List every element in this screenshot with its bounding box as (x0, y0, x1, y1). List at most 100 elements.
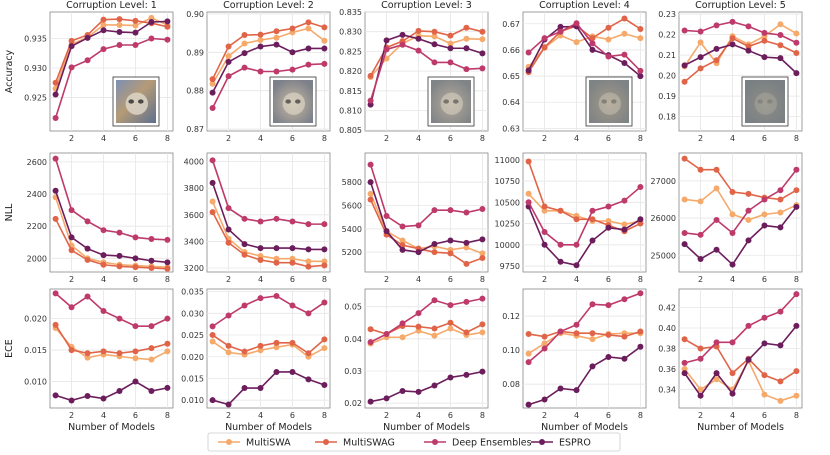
point-deep-ensembles (209, 323, 216, 330)
point-espro (761, 340, 768, 347)
x-tick-label: 6 (448, 134, 453, 143)
point-deep-ensembles (557, 328, 564, 335)
point-deep-ensembles (305, 310, 312, 317)
y-tick-label: 0.12 (502, 312, 520, 321)
y-tick-label: 0.925 (24, 93, 47, 102)
point-multiswa (681, 366, 688, 373)
point-multiswa (305, 25, 312, 32)
point-espro (681, 370, 688, 377)
point-espro (164, 18, 171, 25)
point-multiswag (777, 42, 784, 49)
point-multiswag (637, 220, 644, 227)
point-multiswag (697, 65, 704, 72)
point-deep-ensembles (399, 320, 406, 327)
point-espro (257, 245, 264, 252)
y-tick-label: 0.030 (181, 309, 204, 318)
point-multiswag (367, 326, 374, 333)
point-multiswa (621, 30, 628, 37)
y-tick-label: 0.20 (658, 72, 676, 81)
point-deep-ensembles (793, 39, 800, 46)
point-espro (697, 54, 704, 61)
x-tick-label: 8 (638, 411, 643, 420)
point-multiswa (777, 209, 784, 216)
point-multiswa (431, 33, 438, 40)
point-espro (241, 385, 248, 392)
point-multiswag (463, 329, 470, 336)
y-tick-label: 0.010 (181, 396, 204, 405)
point-deep-ensembles (761, 29, 768, 36)
point-multiswag (132, 348, 139, 355)
y-tick-label: 0.015 (181, 374, 204, 383)
point-deep-ensembles (225, 73, 232, 80)
point-deep-ensembles (305, 61, 312, 68)
point-deep-ensembles (621, 51, 628, 58)
y-tick-label: 3200 (184, 264, 204, 273)
point-deep-ensembles (605, 302, 612, 309)
point-deep-ensembles (383, 46, 390, 53)
point-deep-ensembles (605, 53, 612, 60)
point-multiswag (479, 321, 486, 328)
point-multiswag (148, 264, 155, 271)
point-espro (132, 378, 139, 385)
point-multiswag (305, 350, 312, 357)
panel-r2-c1: 2000 2200 2400 2600 2 4 6 8 (27, 152, 174, 284)
point-multiswa (605, 36, 612, 43)
point-deep-ensembles (777, 31, 784, 38)
point-multiswag (729, 35, 736, 42)
point-espro (745, 47, 752, 54)
point-espro (209, 397, 216, 404)
point-espro (415, 35, 422, 42)
point-deep-ensembles (447, 207, 454, 214)
point-multiswag (241, 32, 248, 39)
point-espro (525, 67, 532, 74)
x-tick-label: 4 (101, 134, 106, 143)
point-deep-ensembles (116, 315, 123, 322)
point-multiswag (713, 57, 720, 64)
y-tick-label: 9750 (500, 262, 520, 271)
x-tick-label: 6 (606, 134, 611, 143)
point-espro (52, 392, 59, 399)
point-multiswa (479, 36, 486, 43)
y-tick-label: 0.40 (658, 324, 676, 333)
x-tick-label: 6 (448, 411, 453, 420)
point-espro (321, 381, 328, 388)
point-deep-ensembles (68, 64, 75, 71)
x-tick-label: 4 (258, 134, 263, 143)
point-multiswa (761, 211, 768, 218)
point-espro (713, 246, 720, 253)
point-multiswa (209, 338, 216, 345)
point-deep-ensembles (745, 322, 752, 329)
point-deep-ensembles (605, 203, 612, 210)
point-multiswag (257, 342, 264, 349)
point-multiswag (289, 259, 296, 266)
point-multiswa (697, 386, 704, 393)
point-multiswag (541, 203, 548, 210)
y-tick-label: 5800 (342, 178, 362, 187)
point-multiswa (209, 198, 216, 205)
point-multiswag (479, 28, 486, 35)
x-tick-label: 4 (101, 275, 106, 284)
point-espro (697, 255, 704, 262)
point-deep-ensembles (415, 47, 422, 54)
point-espro (777, 342, 784, 349)
point-espro (273, 245, 280, 252)
point-deep-ensembles (431, 297, 438, 304)
point-multiswag (68, 37, 75, 44)
point-multiswag (399, 242, 406, 249)
point-espro (164, 384, 171, 391)
legend-frame (207, 432, 621, 452)
point-multiswag (241, 348, 248, 355)
point-multiswa (431, 332, 438, 339)
legend-label: Deep Ensembles (452, 438, 532, 449)
x-tick-label: 4 (730, 134, 735, 143)
y-tick-label: 5600 (342, 202, 362, 211)
point-deep-ensembles (100, 308, 107, 315)
point-espro (447, 237, 454, 244)
point-multiswa (225, 53, 232, 60)
x-tick-label: 2 (226, 134, 231, 143)
point-deep-ensembles (52, 290, 59, 297)
point-multiswag (241, 251, 248, 258)
point-multiswag (273, 259, 280, 266)
y-tick-label: 0.34 (658, 386, 676, 395)
point-multiswag (321, 262, 328, 269)
